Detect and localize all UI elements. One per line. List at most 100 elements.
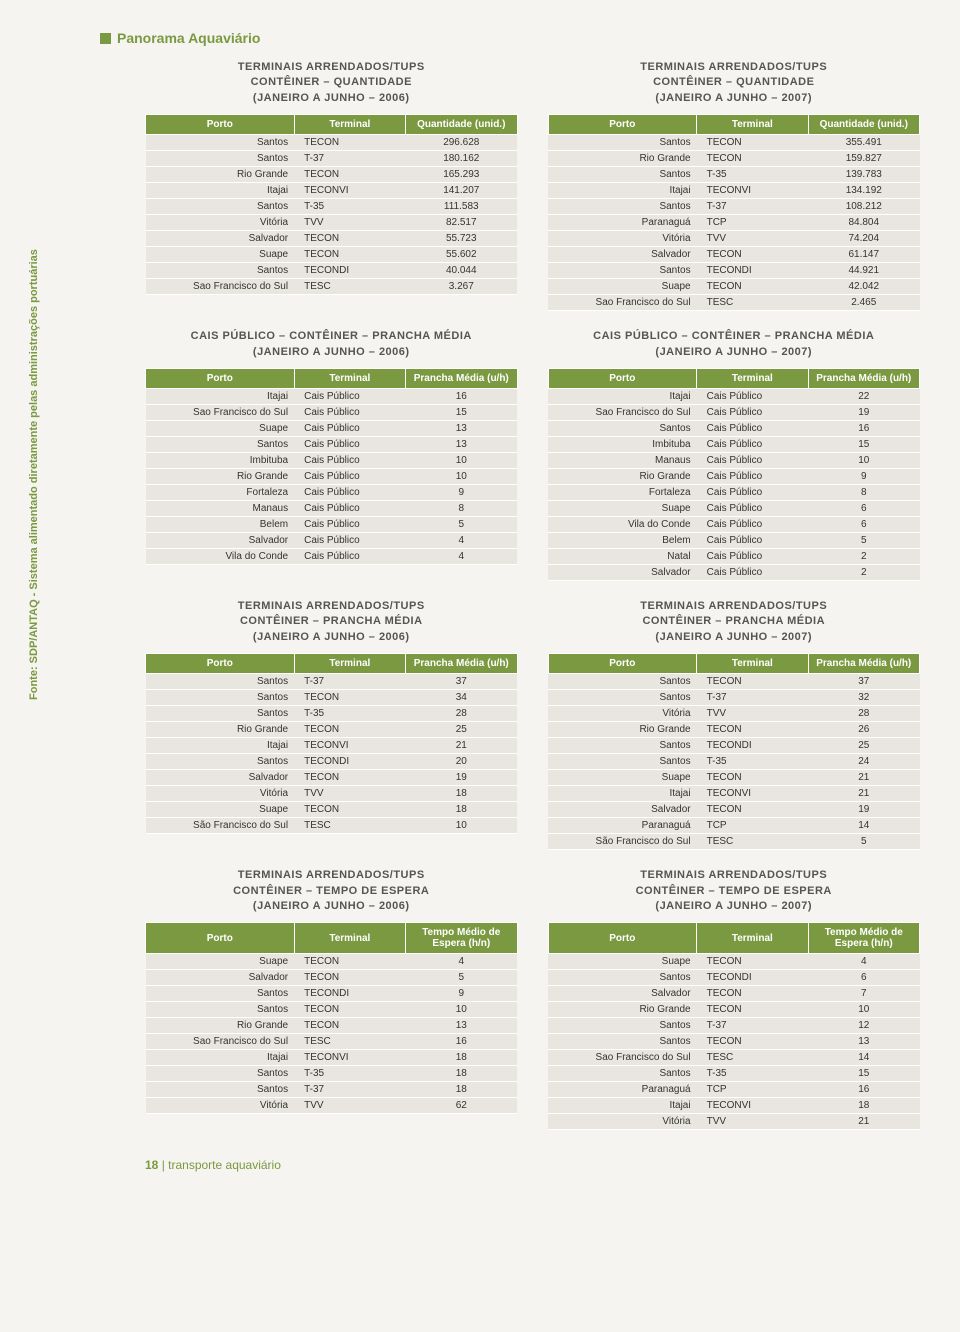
table-row: SantosCais Público13	[146, 436, 518, 452]
table-row: Sao Francisco do SulCais Público19	[548, 404, 920, 420]
table-row: SantosT-3518	[146, 1066, 518, 1082]
data-table: PortoTerminalTempo Médio de Espera (h/n)…	[145, 922, 518, 1114]
table-row: VitóriaTVV82.517	[146, 215, 518, 231]
table-row: SantosT-35111.583	[146, 199, 518, 215]
table-row: VitóriaTVV74.204	[548, 231, 920, 247]
table-title: TERMINAIS ARRENDADOS/TUPSCONTÊINER – PRA…	[548, 599, 921, 645]
table-row: ItajaiCais Público16	[146, 388, 518, 404]
column-header: Terminal	[294, 923, 405, 954]
column-header: Porto	[146, 368, 295, 388]
table-row: SuapeCais Público6	[548, 500, 920, 516]
table-row: SantosT-3528	[146, 706, 518, 722]
data-table: PortoTerminalTempo Médio de Espera (h/n)…	[548, 922, 921, 1130]
column-header: Porto	[146, 654, 295, 674]
table-row: SantosT-35139.783	[548, 167, 920, 183]
table-row: ManausCais Público8	[146, 500, 518, 516]
table-row: SantosTECONDI40.044	[146, 263, 518, 279]
column-header: Tempo Médio de Espera (h/n)	[406, 923, 517, 954]
data-table: PortoTerminalPrancha Média (u/h)ItajaiCa…	[145, 368, 518, 565]
table-row: Sao Francisco do SulTESC3.267	[146, 279, 518, 295]
table-row: NatalCais Público2	[548, 548, 920, 564]
column-header: Porto	[548, 115, 697, 135]
table-row: VitóriaTVV62	[146, 1098, 518, 1114]
table-row: SantosTECON10	[146, 1002, 518, 1018]
table-row: SantosT-37180.162	[146, 151, 518, 167]
table-title: CAIS PÚBLICO – CONTÊINER – PRANCHA MÉDIA…	[145, 329, 518, 360]
table-row: SantosT-37108.212	[548, 199, 920, 215]
column-header: Terminal	[697, 654, 808, 674]
table-row: SalvadorCais Público2	[548, 564, 920, 580]
column-header: Terminal	[697, 368, 808, 388]
table-row: VitóriaTVV18	[146, 786, 518, 802]
source-label: Fonte: SDP/ANTAQ - Sistema alimentado di…	[28, 249, 40, 700]
table-row: SantosT-3737	[146, 674, 518, 690]
column-header: Porto	[548, 923, 697, 954]
column-header: Quantidade (unid.)	[406, 115, 517, 135]
column-header: Quantidade (unid.)	[808, 115, 919, 135]
table-row: SantosTECONDI25	[548, 738, 920, 754]
table-row: Rio GrandeCais Público10	[146, 468, 518, 484]
table-row: SuapeCais Público13	[146, 420, 518, 436]
table-row: ItajaiCais Público22	[548, 388, 920, 404]
table-row: SalvadorTECON19	[548, 802, 920, 818]
table-title: TERMINAIS ARRENDADOS/TUPSCONTÊINER – QUA…	[145, 60, 518, 106]
table-row: SantosTECONDI6	[548, 970, 920, 986]
table-title: CAIS PÚBLICO – CONTÊINER – PRANCHA MÉDIA…	[548, 329, 921, 360]
table-row: SalvadorTECON5	[146, 970, 518, 986]
table-row: SalvadorTECON7	[548, 986, 920, 1002]
data-table: PortoTerminalQuantidade (unid.) SantosTEC…	[548, 114, 921, 311]
page-title: Panorama Aquaviário	[117, 30, 260, 46]
table-row: BelemCais Público5	[548, 532, 920, 548]
table-row: SantosTECONDI9	[146, 986, 518, 1002]
table-row: SantosT-3732	[548, 690, 920, 706]
table-row: FortalezaCais Público9	[146, 484, 518, 500]
table-row: Sao Francisco do SulCais Público15	[146, 404, 518, 420]
table-row: SantosTECONDI20	[146, 754, 518, 770]
data-table: PortoTerminalPrancha Média (u/h)SantosT-…	[145, 653, 518, 834]
column-header: Terminal	[697, 923, 808, 954]
table-row: VitóriaTVV28	[548, 706, 920, 722]
column-header: Terminal	[294, 368, 405, 388]
title-marker-icon	[100, 33, 111, 44]
table-row: SuapeTECON21	[548, 770, 920, 786]
table-row: SalvadorTECON61.147	[548, 247, 920, 263]
table-row: ParanaguáTCP14	[548, 818, 920, 834]
table-row: SantosTECON34	[146, 690, 518, 706]
table-row: ItajaiTECONVI141.207	[146, 183, 518, 199]
column-header: Porto	[548, 654, 697, 674]
table-row: VitóriaTVV21	[548, 1114, 920, 1130]
table-row: Rio GrandeTECON13	[146, 1018, 518, 1034]
column-header: Prancha Média (u/h)	[808, 368, 919, 388]
table-row: FortalezaCais Público8	[548, 484, 920, 500]
table-row: SalvadorCais Público4	[146, 532, 518, 548]
table-row: Vila do CondeCais Público4	[146, 548, 518, 564]
column-header: Terminal	[294, 654, 405, 674]
column-header: Porto	[146, 115, 295, 135]
column-header: Prancha Média (u/h)	[808, 654, 919, 674]
table-row: Sao Francisco do SulTESC14	[548, 1050, 920, 1066]
data-table: PortoTerminalPrancha Média (u/h) SantosTE…	[548, 653, 921, 850]
table-row: SuapeTECON18	[146, 802, 518, 818]
table-row: Rio GrandeTECON10	[548, 1002, 920, 1018]
column-header: Porto	[146, 923, 295, 954]
table-row: ImbitubaCais Público15	[548, 436, 920, 452]
table-row: ItajaiTECONVI21	[146, 738, 518, 754]
data-table: PortoTerminalPrancha Média (u/h)ItajaiCa…	[548, 368, 921, 581]
table-row: Vila do CondeCais Público6	[548, 516, 920, 532]
table-row: Rio GrandeCais Público9	[548, 468, 920, 484]
table-row: SantosTECONDI44.921	[548, 263, 920, 279]
table-row: SalvadorTECON55.723	[146, 231, 518, 247]
table-row: ItajaiTECONVI18	[548, 1098, 920, 1114]
column-header: Prancha Média (u/h)	[406, 368, 517, 388]
column-header: Terminal	[294, 115, 405, 135]
table-row: Sao Francisco do SulTESC16	[146, 1034, 518, 1050]
table-row: SuapeTECON4	[548, 954, 920, 970]
column-header: Terminal	[697, 115, 808, 135]
column-header: Prancha Média (u/h)	[406, 654, 517, 674]
table-row: ImbitubaCais Público10	[146, 452, 518, 468]
table-row: Rio GrandeTECON165.293	[146, 167, 518, 183]
table-title: TERMINAIS ARRENDADOS/TUPSCONTÊINER – TEM…	[548, 868, 921, 914]
table-row: SuapeTECON42.042	[548, 279, 920, 295]
table-row: SantosTECON296.628	[146, 135, 518, 151]
table-row: SantosTECON13	[548, 1034, 920, 1050]
